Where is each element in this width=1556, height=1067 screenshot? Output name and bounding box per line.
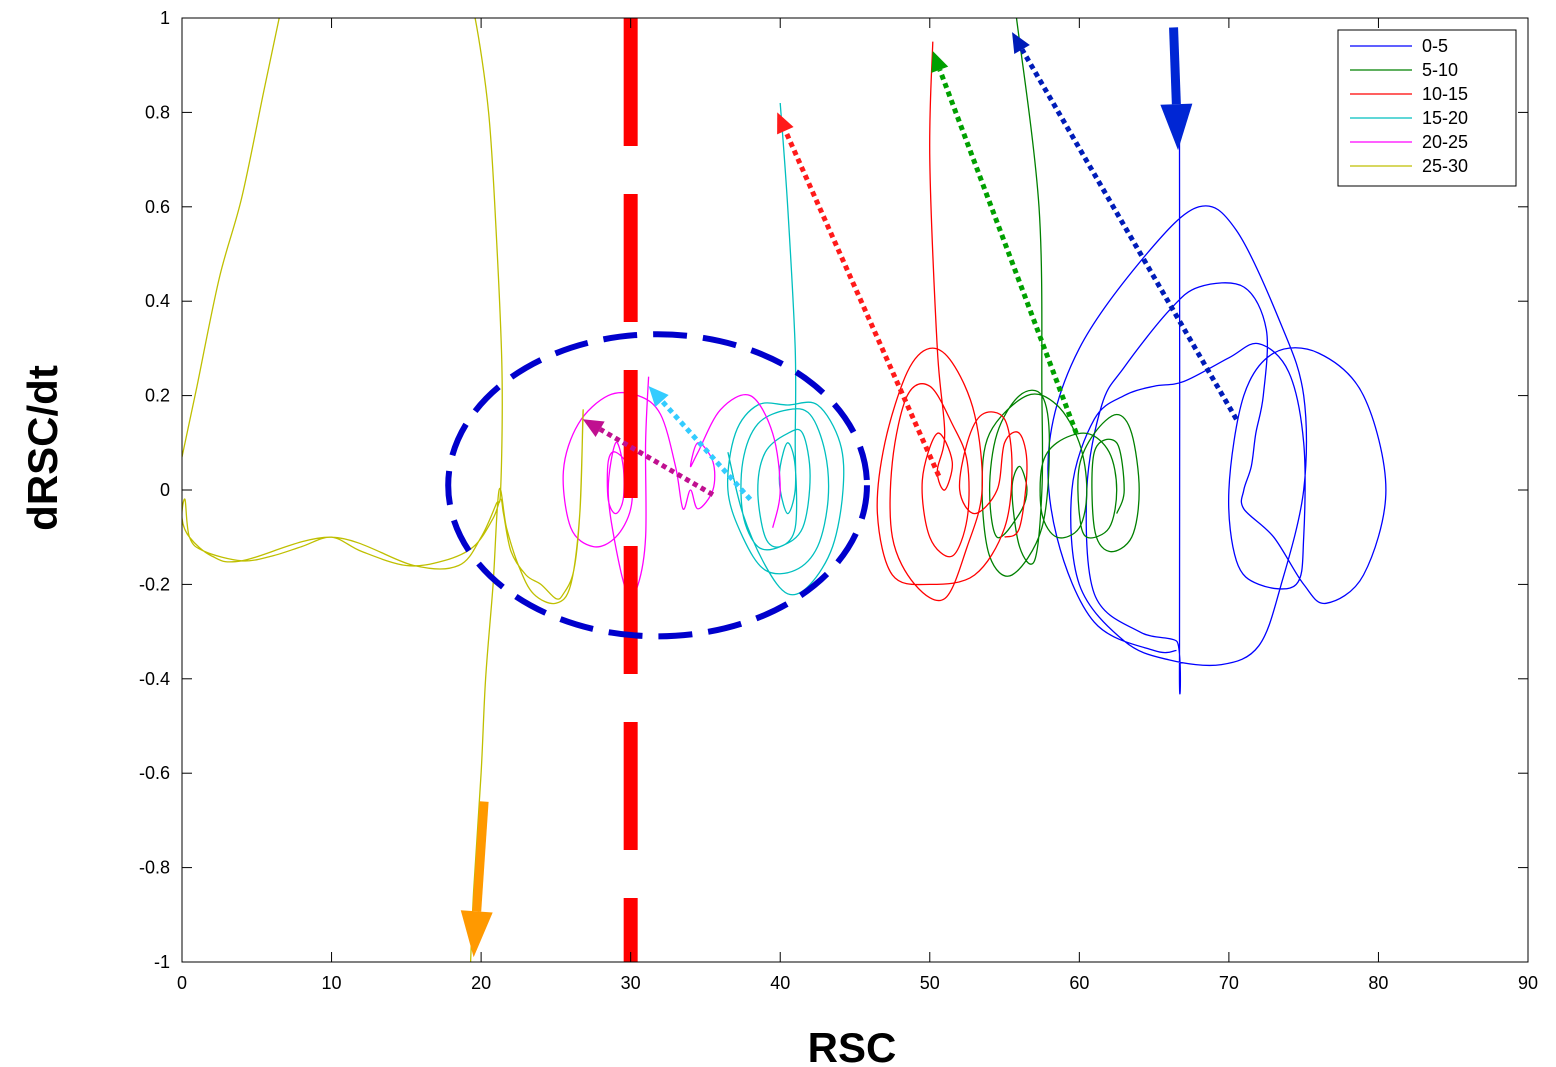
legend-label: 25-30 [1422, 156, 1468, 176]
x-tick-label: 20 [471, 973, 491, 993]
x-tick-label: 50 [920, 973, 940, 993]
y-tick-label: -0.4 [139, 669, 170, 689]
legend-label: 20-25 [1422, 132, 1468, 152]
legend-label: 0-5 [1422, 36, 1448, 56]
y-tick-label: 0.4 [145, 291, 170, 311]
series-line-20-25 [562, 376, 781, 597]
y-tick-label: 0.8 [145, 102, 170, 122]
dotted-arrow [660, 399, 753, 502]
x-tick-label: 0 [177, 973, 187, 993]
y-tick-label: -0.8 [139, 858, 170, 878]
dotted-arrow [937, 68, 1079, 435]
legend: 0-5 5-10 10-15 15-20 20-25 25-30 [1337, 29, 1517, 187]
annotations [445, 18, 1239, 962]
dotted-arrow-head [777, 112, 794, 135]
y-tick-label: -0.6 [139, 763, 170, 783]
series-line-10-15 [876, 41, 1028, 602]
legend-label: 10-15 [1422, 84, 1468, 104]
y-tick-label: -0.2 [139, 574, 170, 594]
x-tick-label: 60 [1069, 973, 1089, 993]
dotted-arrow [598, 427, 715, 497]
solid-arrow-head [460, 910, 493, 958]
dotted-arrow-head [931, 51, 949, 73]
dotted-arrow-head [582, 419, 605, 438]
y-tick-label: 1 [160, 8, 170, 28]
y-tick-label: 0.6 [145, 197, 170, 217]
solid-arrow-head [1160, 103, 1193, 151]
x-tick-label: 40 [770, 973, 790, 993]
legend-label: 15-20 [1422, 108, 1468, 128]
dotted-arrow-head [1012, 32, 1030, 54]
x-tick-label: 10 [322, 973, 342, 993]
legend-box [1337, 29, 1517, 187]
x-tick-label: 70 [1219, 973, 1239, 993]
cluster-ellipse [445, 331, 870, 640]
x-tick-label: 30 [621, 973, 641, 993]
y-tick-label: 0 [160, 480, 170, 500]
x-tick-label: 80 [1368, 973, 1388, 993]
series-curves [182, 18, 1387, 962]
y-axis-title: dRSC/dt [19, 365, 66, 531]
dotted-arrow-head [648, 386, 669, 408]
x-axis-title: RSC [808, 1024, 897, 1067]
plot-area [182, 18, 1528, 962]
series-line-25-30 [182, 18, 584, 962]
y-tick-label: -1 [154, 952, 170, 972]
x-tick-label: 90 [1518, 973, 1538, 993]
axis-ticks: 0 10 20 30 40 50 60 70 80 90 -1 -0.8 -0.6 -0.4 -0.2 0 0.… [139, 8, 1538, 993]
solid-arrow [472, 801, 489, 912]
series-line-0-5 [1047, 135, 1387, 695]
y-tick-label: 0.2 [145, 386, 170, 406]
legend-label: 5-10 [1422, 60, 1458, 80]
solid-arrow [1169, 27, 1181, 105]
